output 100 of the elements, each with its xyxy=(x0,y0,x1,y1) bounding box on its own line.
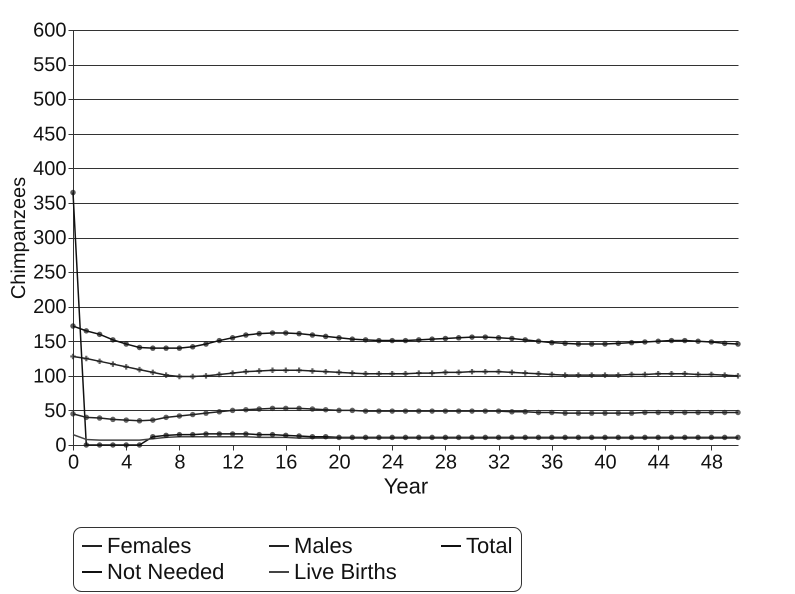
point xyxy=(616,340,622,346)
x-tick-label: 40 xyxy=(594,452,617,474)
point xyxy=(429,370,435,376)
point xyxy=(482,368,488,374)
point xyxy=(509,434,515,440)
legend-label: Live Births xyxy=(294,559,397,584)
point xyxy=(416,337,422,343)
x-tick-label: 4 xyxy=(121,452,132,474)
point xyxy=(735,434,741,440)
point xyxy=(469,368,475,374)
point xyxy=(429,434,435,440)
point xyxy=(602,410,608,416)
point xyxy=(602,341,608,347)
point xyxy=(429,408,435,414)
point xyxy=(190,412,196,418)
point xyxy=(296,368,302,374)
point xyxy=(256,432,262,438)
y-tick-label: 150 xyxy=(33,330,66,353)
point xyxy=(389,434,395,440)
point xyxy=(176,374,182,380)
x-tick-label: 12 xyxy=(222,452,244,474)
point xyxy=(562,372,568,378)
point xyxy=(190,432,196,438)
point xyxy=(576,434,582,440)
point xyxy=(496,368,502,374)
point xyxy=(203,341,209,347)
point xyxy=(416,370,422,376)
point xyxy=(668,434,674,440)
x-tick-label: 44 xyxy=(648,452,670,474)
point xyxy=(96,358,102,364)
point xyxy=(96,442,102,448)
point xyxy=(456,370,462,376)
point xyxy=(496,434,502,440)
point xyxy=(362,337,368,343)
point xyxy=(562,340,568,346)
point xyxy=(296,406,302,412)
point xyxy=(389,371,395,376)
point xyxy=(336,335,342,341)
legend-label: Males xyxy=(294,533,353,558)
point xyxy=(150,434,156,440)
point xyxy=(270,432,276,438)
legend-label: Females xyxy=(107,533,192,558)
point xyxy=(616,410,622,416)
point xyxy=(176,413,182,419)
point xyxy=(442,336,448,342)
point xyxy=(402,408,408,414)
point xyxy=(655,410,661,416)
point xyxy=(296,330,302,336)
point xyxy=(203,410,209,416)
point xyxy=(655,338,661,344)
point xyxy=(628,434,634,440)
point xyxy=(176,345,182,351)
point xyxy=(628,340,634,346)
point xyxy=(310,406,316,412)
point xyxy=(84,442,90,448)
point xyxy=(708,339,714,345)
point xyxy=(150,417,156,423)
point xyxy=(123,341,129,347)
point xyxy=(350,408,356,414)
y-axis-title: Chimpanzees xyxy=(8,176,30,300)
point xyxy=(256,368,262,374)
point xyxy=(336,434,342,440)
point xyxy=(482,434,488,440)
point xyxy=(216,372,222,378)
point xyxy=(588,341,594,347)
y-tick-label: 400 xyxy=(33,158,66,180)
point xyxy=(283,368,289,374)
point xyxy=(469,434,475,440)
point xyxy=(136,418,142,424)
point xyxy=(110,442,116,448)
point xyxy=(469,334,475,340)
point xyxy=(96,332,102,338)
point xyxy=(216,338,222,344)
point xyxy=(695,434,701,440)
point xyxy=(522,370,528,376)
point xyxy=(322,434,328,440)
point xyxy=(243,431,249,437)
point xyxy=(509,370,515,376)
point xyxy=(642,410,648,416)
point xyxy=(163,345,169,351)
point xyxy=(376,371,382,376)
y-tick-label: 300 xyxy=(33,227,66,249)
point xyxy=(350,434,356,440)
point xyxy=(588,434,594,440)
point xyxy=(682,410,688,416)
point xyxy=(230,335,236,341)
x-tick-label: 8 xyxy=(174,452,186,474)
point xyxy=(110,361,116,367)
point xyxy=(536,410,542,416)
point xyxy=(389,408,395,414)
point xyxy=(336,408,342,414)
point xyxy=(123,364,129,370)
point xyxy=(416,434,422,440)
point xyxy=(136,442,142,448)
point xyxy=(469,408,475,414)
point xyxy=(576,372,582,378)
point xyxy=(642,372,648,378)
point xyxy=(230,370,236,376)
point xyxy=(456,434,462,440)
point xyxy=(695,372,701,378)
